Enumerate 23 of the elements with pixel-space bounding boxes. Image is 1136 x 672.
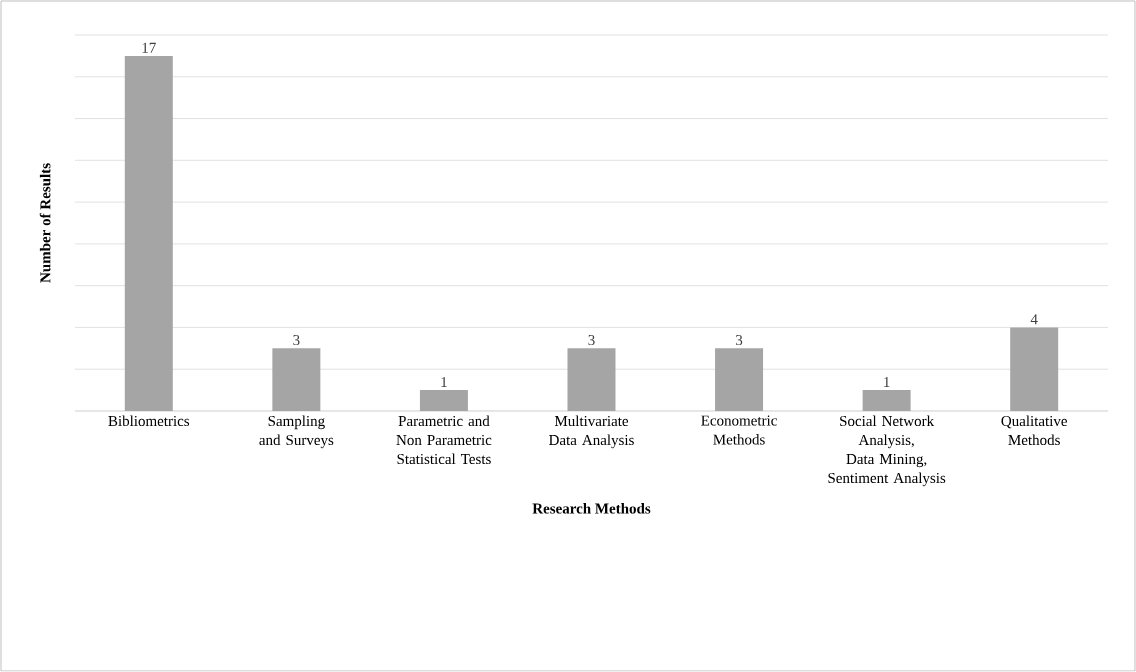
x-tick-label: Multivariate Data Analysis	[549, 415, 634, 449]
data-label: 1	[884, 377, 890, 387]
x-tick-label: Econometric Methods	[701, 415, 777, 445]
y-axis-title: Number of Results	[39, 163, 51, 283]
data-label: 3	[293, 335, 300, 346]
x-tick-label: Qualitative Methods	[1001, 415, 1067, 446]
data-label: 3	[588, 335, 595, 346]
data-label: 17	[142, 42, 156, 53]
data-label: 3	[736, 335, 743, 346]
x-tick-label: Social Network Analysis, Data Mining, Sentiment Analysis	[828, 415, 946, 487]
x-tick-label: Bibliometrics	[108, 415, 190, 427]
data-label: 4	[1030, 314, 1038, 325]
bar	[567, 348, 616, 411]
x-axis-title: Research Methods	[532, 503, 651, 514]
bar	[1010, 327, 1059, 411]
bar	[862, 390, 911, 411]
bar	[419, 390, 468, 411]
bar	[715, 348, 764, 411]
bar	[124, 55, 173, 411]
data-label: 1	[441, 377, 447, 387]
x-tick-label: Parametric and Non Parametric Statistical Tests	[396, 415, 492, 465]
bar	[272, 348, 321, 411]
x-tick-label: Sampling and Surveys	[259, 415, 334, 449]
